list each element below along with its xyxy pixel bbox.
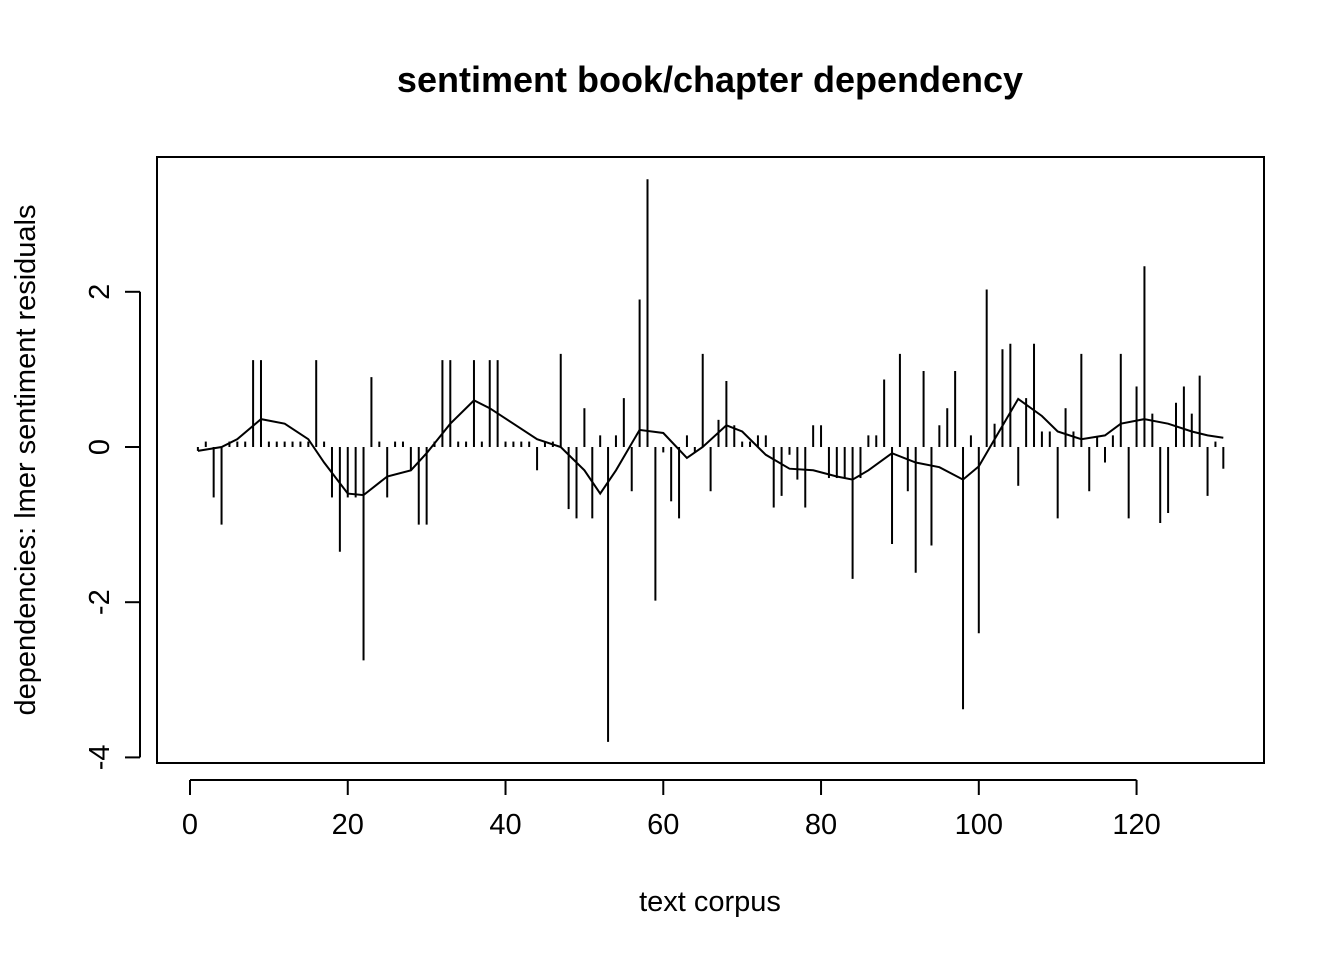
y-axis: -4 -2 0 2 bbox=[84, 284, 141, 771]
x-axis: 0 20 40 60 80 100 120 bbox=[182, 779, 1161, 841]
smoothed-line bbox=[197, 397, 1224, 497]
x-tick-label: 40 bbox=[489, 809, 521, 841]
x-tick-label: 80 bbox=[805, 809, 837, 841]
chart-title: sentiment book/chapter dependency bbox=[397, 59, 1023, 100]
x-axis-label: text corpus bbox=[639, 886, 781, 918]
y-tick-label: 2 bbox=[84, 284, 116, 300]
y-tick-label: -4 bbox=[84, 745, 116, 771]
plot-area-frame bbox=[156, 156, 1265, 764]
y-tick-label: -2 bbox=[84, 589, 116, 615]
x-tick-label: 20 bbox=[332, 809, 364, 841]
smoothed-line-group bbox=[197, 397, 1224, 497]
residual-spikes bbox=[196, 179, 1225, 742]
x-tick-label: 120 bbox=[1112, 809, 1160, 841]
y-tick-label: 0 bbox=[84, 439, 116, 455]
x-tick-label: 0 bbox=[182, 809, 198, 841]
y-axis-label: dependencies: lmer sentiment residuals bbox=[10, 205, 42, 716]
x-tick-label: 100 bbox=[955, 809, 1003, 841]
x-tick-label: 60 bbox=[647, 809, 679, 841]
